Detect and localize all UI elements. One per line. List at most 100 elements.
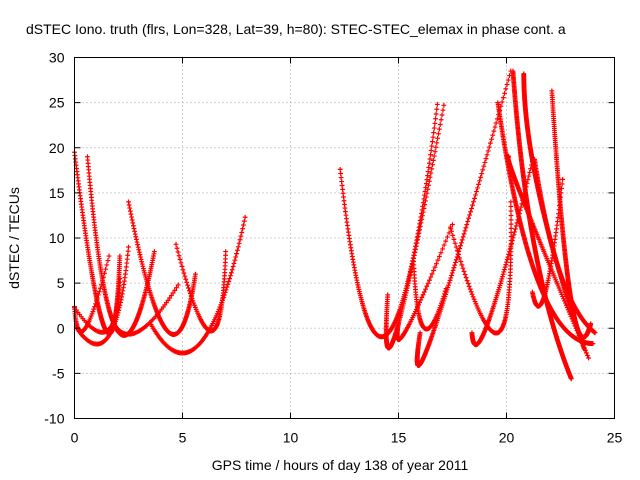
data-point xyxy=(434,102,440,107)
y-tick-label: 5 xyxy=(57,275,65,291)
data-point xyxy=(226,279,232,284)
data-point xyxy=(500,271,506,277)
x-tick-label: 0 xyxy=(71,430,79,446)
data-point xyxy=(437,122,443,127)
data-point xyxy=(494,116,500,122)
data-point xyxy=(507,73,512,78)
data-point xyxy=(170,290,176,296)
data-point xyxy=(420,209,426,215)
y-tick-label: 0 xyxy=(57,320,65,336)
data-point xyxy=(425,186,431,192)
data-point xyxy=(507,246,513,252)
data-point xyxy=(467,212,473,218)
data-point xyxy=(476,182,481,187)
data-point xyxy=(130,220,136,226)
data-point xyxy=(500,95,506,101)
data-point xyxy=(219,300,225,305)
data-point xyxy=(447,277,453,283)
data-point xyxy=(433,144,439,150)
data-point xyxy=(173,241,179,247)
data-point xyxy=(477,178,482,184)
data-point xyxy=(216,306,222,312)
data-point xyxy=(90,309,96,314)
chart-title: dSTEC Iono. truth (flrs, Lon=328, Lat=39… xyxy=(26,21,566,37)
data-point xyxy=(91,306,97,312)
data-point xyxy=(486,144,492,150)
data-point xyxy=(430,139,435,145)
data-point xyxy=(424,283,430,289)
data-point xyxy=(227,276,233,282)
data-point xyxy=(468,289,474,295)
data-point xyxy=(488,140,493,146)
data-point xyxy=(230,264,236,269)
data-point xyxy=(498,278,504,284)
data-point xyxy=(592,330,598,336)
data-point xyxy=(95,295,100,301)
data-series-arc xyxy=(394,222,455,343)
data-point xyxy=(459,237,465,243)
data-point xyxy=(416,230,422,236)
data-point xyxy=(433,116,438,122)
data-point xyxy=(431,125,437,131)
data-point xyxy=(469,206,474,211)
data-point xyxy=(222,290,228,295)
data-point xyxy=(446,282,451,288)
data-point xyxy=(438,117,444,123)
data-point xyxy=(425,169,431,174)
data-point xyxy=(468,209,473,215)
data-point xyxy=(436,131,441,137)
data-point xyxy=(485,148,491,154)
data-point xyxy=(235,247,240,253)
data-point xyxy=(438,250,444,256)
data-point xyxy=(408,267,414,273)
data-series-arc xyxy=(549,88,594,340)
data-point xyxy=(499,276,505,282)
data-point xyxy=(178,260,184,266)
data-point xyxy=(512,229,518,235)
data-point xyxy=(461,231,467,237)
data-point xyxy=(338,171,344,176)
data-point xyxy=(457,255,463,261)
data-point xyxy=(506,249,512,255)
data-point xyxy=(440,246,445,252)
data-point xyxy=(424,177,430,183)
data-point xyxy=(436,126,442,132)
data-point xyxy=(426,160,432,166)
data-point xyxy=(428,148,434,153)
data-point xyxy=(182,273,188,279)
data-point xyxy=(429,271,435,277)
data-point xyxy=(432,264,438,270)
grid-lines xyxy=(74,57,615,419)
data-point xyxy=(218,302,224,308)
data-point xyxy=(180,267,186,273)
data-point xyxy=(449,228,454,234)
data-point xyxy=(492,124,498,130)
data-point xyxy=(437,254,442,259)
data-point xyxy=(233,254,239,260)
data-point xyxy=(185,282,191,288)
data-point xyxy=(503,86,509,92)
data-series-arc xyxy=(411,259,449,332)
data-point xyxy=(445,285,451,290)
data-point xyxy=(426,182,431,188)
data-point xyxy=(425,280,431,286)
data-point xyxy=(234,251,239,257)
data-point xyxy=(420,292,426,298)
data-point xyxy=(431,268,436,273)
data-point xyxy=(421,289,427,295)
data-point xyxy=(187,288,192,294)
data-point xyxy=(430,134,436,140)
data-point xyxy=(469,291,475,297)
data-point xyxy=(590,341,596,346)
data-point xyxy=(448,275,454,281)
data-point xyxy=(168,293,174,298)
data-point xyxy=(443,238,449,244)
data-point xyxy=(427,156,433,162)
data-point xyxy=(470,202,475,208)
data-point xyxy=(181,270,187,276)
data-point xyxy=(177,256,183,262)
data-point xyxy=(217,304,223,310)
data-point xyxy=(117,302,123,308)
data-point xyxy=(426,178,432,184)
